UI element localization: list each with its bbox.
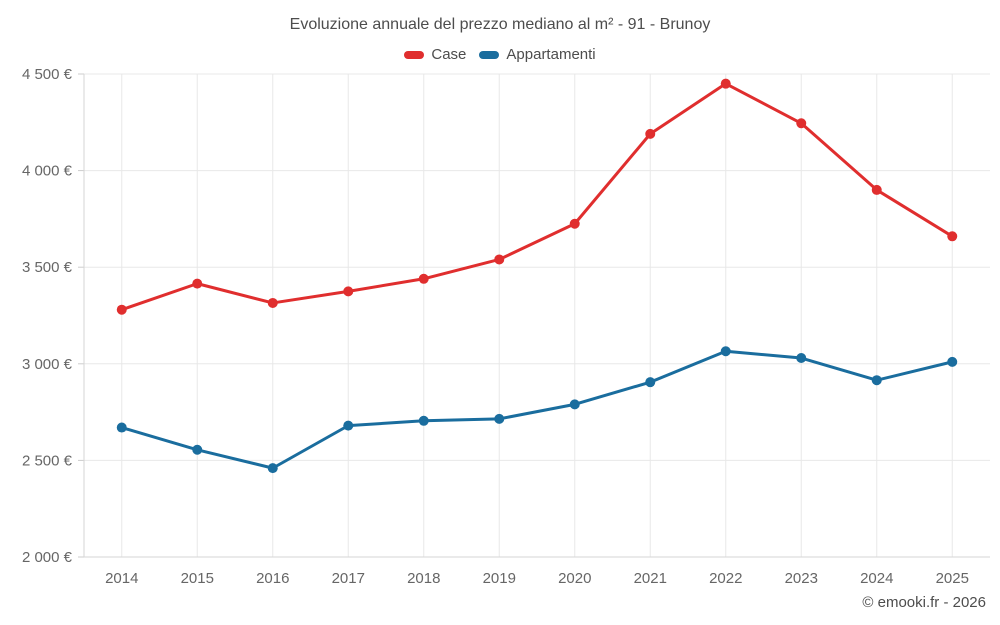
data-point-appartamenti-2024[interactable]: [871, 375, 882, 386]
data-point-appartamenti-2019[interactable]: [494, 413, 505, 424]
x-axis-label: 2021: [634, 570, 667, 587]
data-point-case-2020[interactable]: [569, 218, 580, 229]
chart-title: Evoluzione annuale del prezzo mediano al…: [289, 16, 711, 33]
series-line-appartamenti: [120, 349, 954, 470]
data-point-case-2016[interactable]: [267, 297, 278, 308]
data-point-appartamenti-2023[interactable]: [796, 353, 807, 364]
data-point-appartamenti-2021[interactable]: [645, 377, 656, 388]
legend: Case Appartamenti: [0, 46, 1000, 63]
legend-item-case[interactable]: Case: [404, 46, 466, 63]
legend-swatch-appartamenti-icon: [479, 50, 500, 59]
x-axis-label: 2014: [105, 570, 138, 587]
x-axis-label: 2017: [332, 570, 365, 587]
x-axis-label: 2025: [936, 570, 969, 587]
legend-swatch-case-icon: [404, 50, 425, 59]
data-point-case-2022[interactable]: [720, 78, 731, 89]
y-axis-label: 2 000 €: [22, 549, 73, 566]
data-point-case-2023[interactable]: [796, 118, 807, 129]
y-axis-label: 4 500 €: [22, 66, 73, 83]
y-axis-label: 4 000 €: [22, 163, 73, 180]
data-point-case-2021[interactable]: [645, 128, 656, 139]
x-axis-label: 2020: [558, 570, 591, 587]
data-point-case-2017[interactable]: [343, 286, 354, 297]
data-point-case-2024[interactable]: [871, 184, 882, 195]
data-point-case-2019[interactable]: [494, 254, 505, 265]
x-axis-label: 2015: [181, 570, 214, 587]
data-point-case-2014[interactable]: [116, 304, 127, 315]
y-axis-label: 3 000 €: [22, 356, 73, 373]
x-axis-label: 2018: [407, 570, 440, 587]
data-point-case-2025[interactable]: [947, 231, 958, 242]
x-axis-label: 2023: [785, 570, 818, 587]
data-point-case-2015[interactable]: [192, 278, 203, 289]
legend-label-case: Case: [431, 46, 467, 63]
data-point-appartamenti-2018[interactable]: [418, 415, 429, 426]
x-axis-label: 2024: [860, 570, 893, 587]
data-point-appartamenti-2025[interactable]: [947, 356, 958, 367]
legend-item-appartamenti[interactable]: Appartamenti: [479, 46, 596, 63]
data-point-appartamenti-2015[interactable]: [192, 444, 203, 455]
x-axis-label: 2019: [483, 570, 516, 587]
legend-label-appartamenti: Appartamenti: [506, 46, 596, 63]
x-axis-label: 2016: [256, 570, 289, 587]
data-point-appartamenti-2014[interactable]: [116, 422, 127, 433]
data-point-appartamenti-2020[interactable]: [569, 399, 580, 410]
data-point-appartamenti-2017[interactable]: [343, 420, 354, 431]
y-axis-label: 3 500 €: [22, 259, 73, 276]
data-point-case-2018[interactable]: [418, 273, 429, 284]
x-axis-label: 2022: [709, 570, 742, 587]
data-point-appartamenti-2016[interactable]: [267, 463, 278, 474]
data-point-appartamenti-2022[interactable]: [720, 346, 731, 357]
series-line-case: [120, 82, 954, 312]
y-axis-label: 2 500 €: [22, 452, 73, 469]
copyright: © emooki.fr - 2026: [862, 594, 986, 611]
